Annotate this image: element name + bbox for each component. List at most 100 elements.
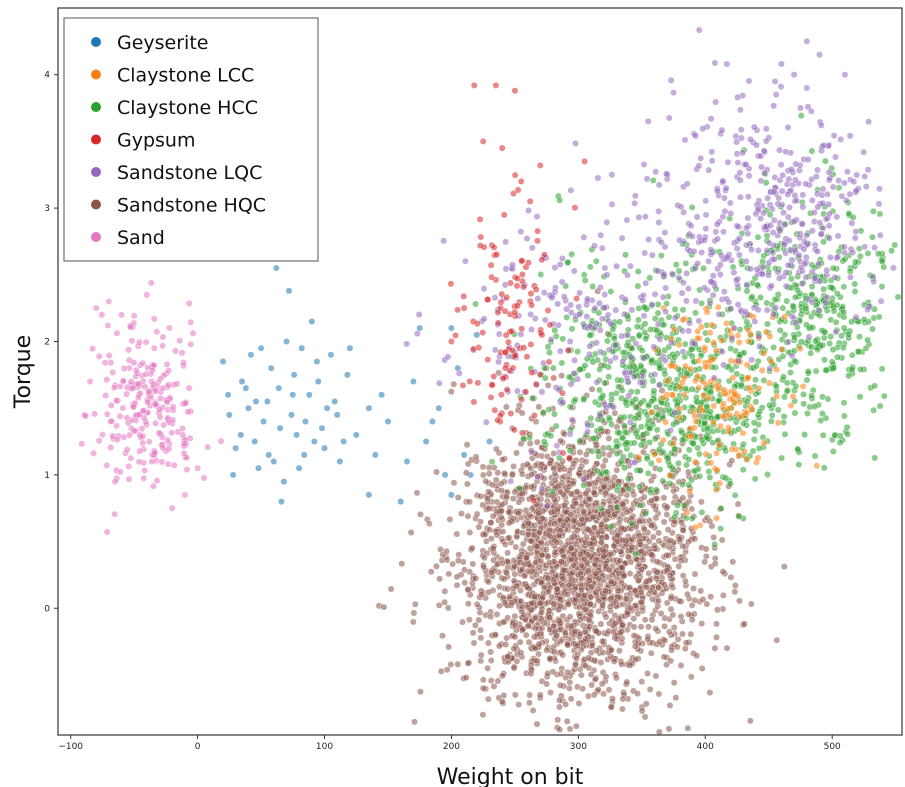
data-point [864,336,872,344]
data-point [605,566,613,574]
data-point [769,229,777,237]
data-point [841,255,849,263]
data-point [726,480,734,488]
data-point [592,257,600,265]
data-point [688,232,696,240]
data-point [669,440,677,447]
data-point [640,303,648,311]
data-point [566,725,574,733]
data-point [736,106,744,114]
data-point [533,542,541,550]
data-point [845,372,853,380]
data-point [484,494,492,502]
data-point [674,501,681,509]
data-point [678,378,686,386]
data-point [785,175,793,183]
data-point [711,644,719,652]
data-point [641,713,649,721]
data-point [288,411,295,419]
data-point [498,144,506,152]
data-point [558,479,566,487]
data-point [619,358,627,365]
data-point [597,505,605,513]
data-point [321,444,328,452]
data-point [567,380,575,388]
data-point [179,425,187,432]
data-point [618,386,626,394]
data-point [480,285,488,293]
data-point [570,267,578,275]
data-point [147,279,155,287]
data-point [835,184,843,192]
data-point [581,605,589,613]
data-point [621,428,629,436]
data-point [494,416,502,424]
data-point [604,311,612,319]
data-point [156,406,164,414]
data-point [751,318,759,325]
data-point [772,304,780,312]
data-point [750,123,758,131]
data-point [746,717,754,725]
data-point [464,460,472,468]
data-point [679,316,687,324]
data-point [538,608,546,616]
data-point [511,563,519,571]
data-point [715,310,723,318]
data-point [739,429,747,437]
data-point [445,570,453,578]
data-point [808,298,816,306]
data-point [638,379,646,387]
data-point [787,369,794,376]
data-point [832,318,840,326]
data-point [513,387,521,395]
data-point [685,610,693,618]
data-point [397,498,405,506]
data-point [814,166,821,174]
data-point [277,498,285,506]
data-point [830,307,838,315]
data-point [862,344,870,352]
series-sandstone-hqc [375,287,788,736]
data-point [705,468,713,475]
legend-marker [91,134,101,145]
data-point [671,326,678,334]
data-point [556,196,564,204]
data-point [875,200,883,208]
data-point [721,207,729,215]
data-point [637,588,645,596]
data-point [525,259,532,267]
data-point [513,282,521,290]
data-point [536,371,544,379]
data-point [542,546,550,553]
data-point [113,329,121,337]
data-point [546,654,554,662]
data-point [495,330,503,338]
data-point [591,242,598,250]
data-point [494,677,502,685]
data-point [533,438,541,446]
data-point [537,271,545,278]
data-point [742,241,750,249]
data-point [491,406,499,414]
data-point [631,199,639,207]
data-point [870,406,878,414]
data-point [476,242,484,250]
data-point [229,471,237,479]
data-point [754,233,762,241]
data-point [575,699,583,707]
data-point [165,367,173,375]
data-point [109,368,117,376]
data-point [439,632,446,640]
data-point [554,300,562,308]
data-point [682,639,690,647]
data-point [517,177,525,185]
series-gypsum [447,81,589,505]
data-point [744,230,752,238]
data-point [543,646,551,654]
data-point [594,528,602,536]
legend-marker [91,37,101,47]
data-point [477,634,485,642]
data-point [667,339,675,347]
data-point [533,630,541,638]
